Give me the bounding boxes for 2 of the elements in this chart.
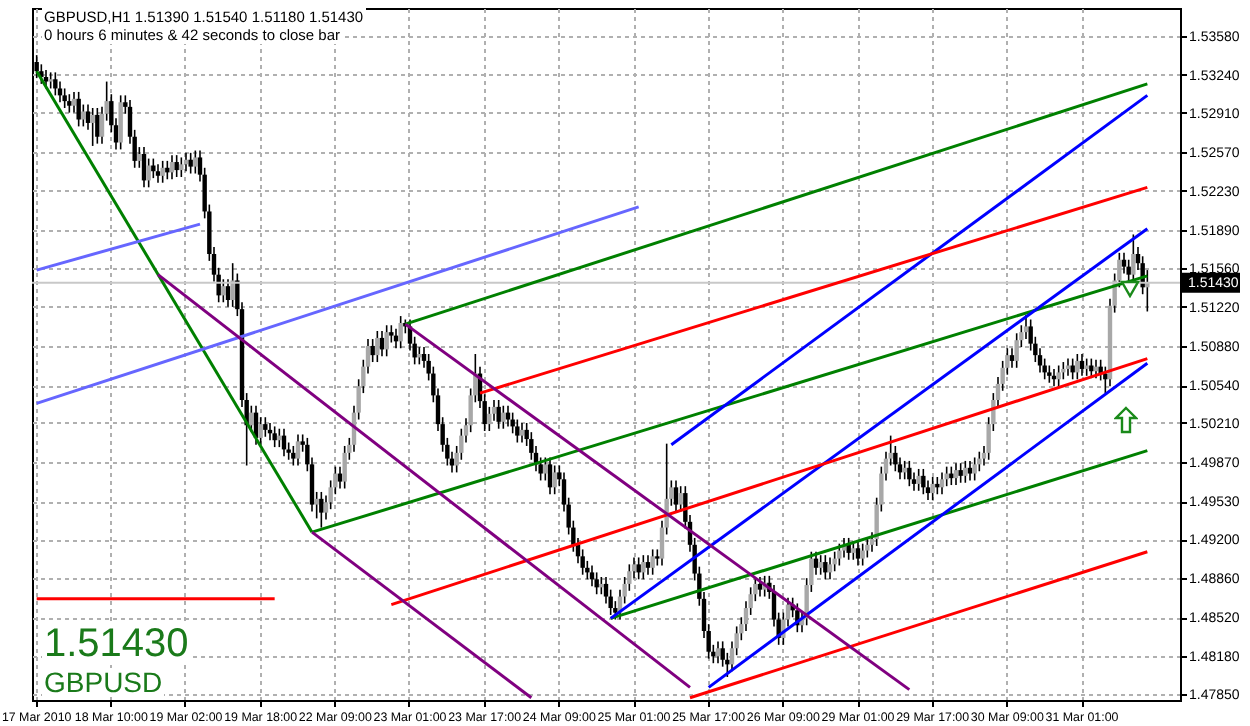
annotation: GBPUSD (42, 666, 165, 698)
annotation: 1.51430 (42, 622, 191, 666)
